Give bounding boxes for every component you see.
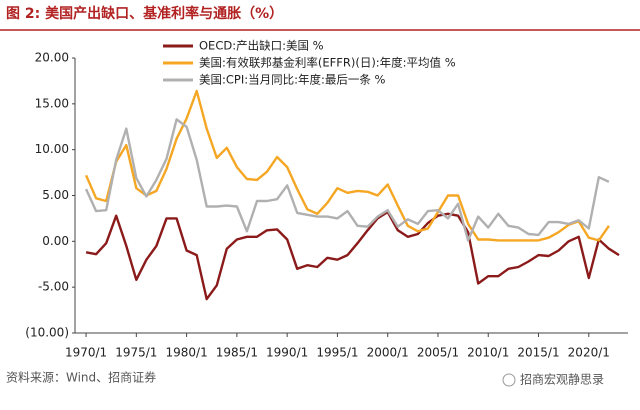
legend-label: 美国:CPI:当月同比:年度:最后一条 % [199,73,386,87]
y-tick-label: 10.00 [35,142,69,156]
y-tick-label: -5.00 [38,280,69,294]
y-tick-label: (10.00) [25,326,69,340]
x-tick-label: 2005/1 [417,346,459,360]
y-tick-label: 20.00 [35,51,69,65]
x-tick-label: 1990/1 [266,346,308,360]
series-line [85,210,620,301]
y-tick-label: 5.00 [42,188,69,202]
series-line [85,118,610,242]
x-tick-label: 1970/1 [65,346,107,360]
series-line [84,89,610,242]
watermark: 招商宏观静思录 [520,372,604,387]
watermark-icon [502,373,516,387]
legend-label: 美国:有效联邦基金利率(EFFR)(日):年度:平均值 % [199,56,456,70]
source-note: 资料来源：Wind、招商证券 [6,370,156,385]
x-tick-label: 2020/1 [568,346,610,360]
legend-label: OECD:产出缺口:美国 % [199,39,324,53]
chart-title: 图 2: 美国产出缺口、基准利率与通胀（%） [6,5,283,22]
x-tick-label: 2000/1 [367,346,409,360]
x-tick-label: 1975/1 [115,346,157,360]
x-tick-label: 2015/1 [517,346,559,360]
x-tick-label: 1985/1 [216,346,258,360]
y-tick-label: 0.00 [42,234,69,248]
x-tick-label: 1980/1 [165,346,207,360]
y-tick-label: 15.00 [35,96,69,110]
x-tick-label: 1995/1 [316,346,358,360]
x-tick-label: 2010/1 [467,346,509,360]
